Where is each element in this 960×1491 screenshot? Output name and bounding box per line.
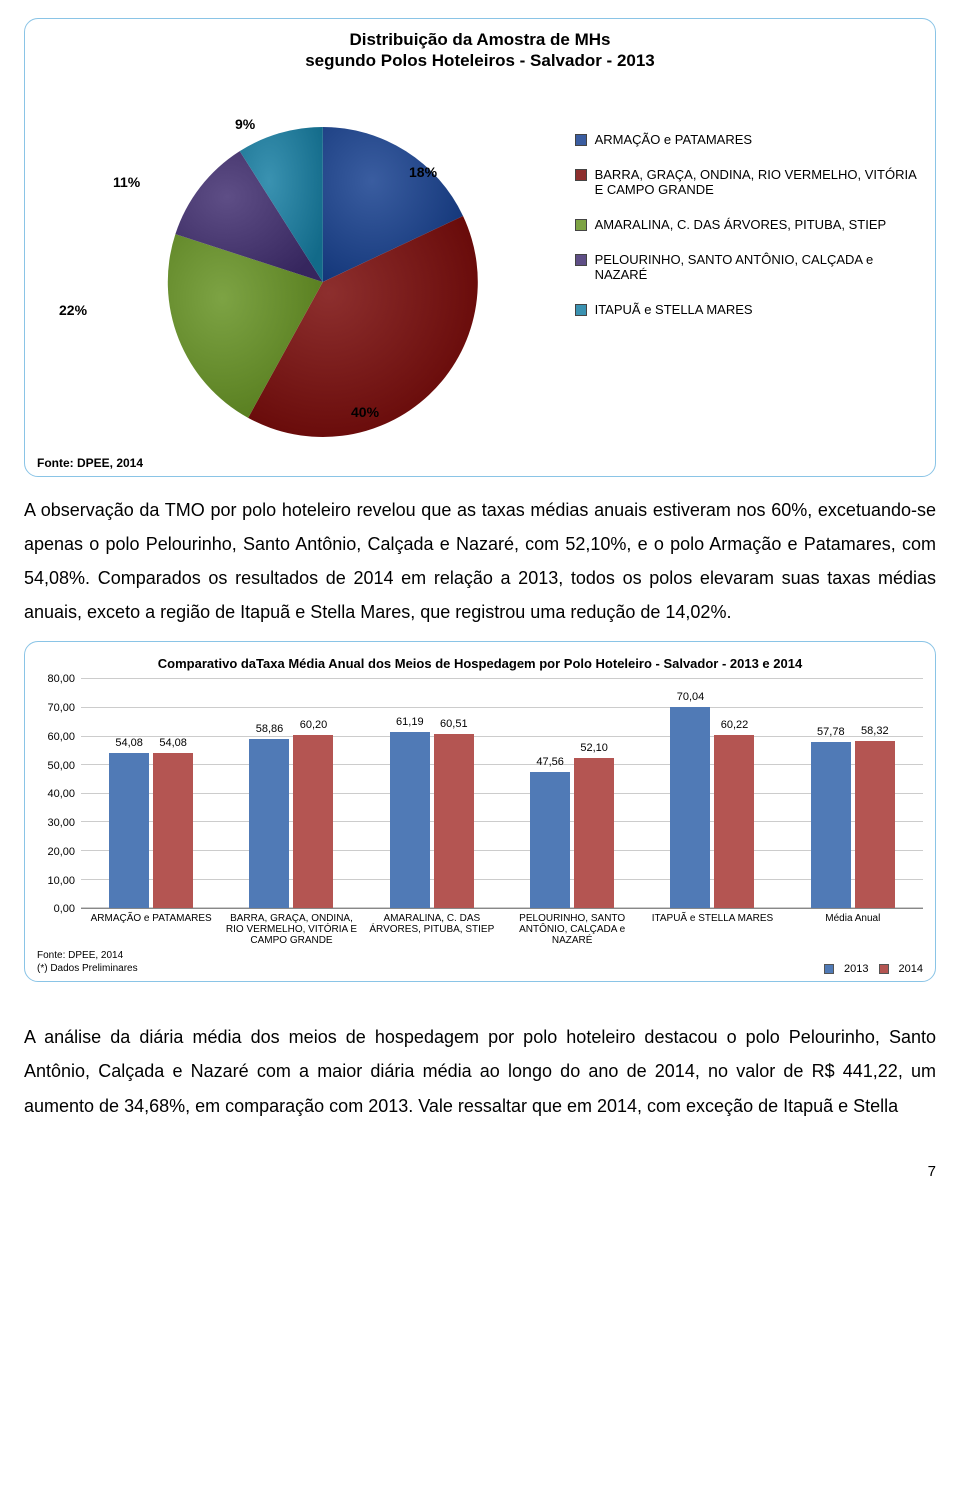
ytick-3: 30,00 [47, 817, 75, 829]
ytick-0: 0,00 [54, 903, 75, 915]
bar-value-label: 58,86 [249, 723, 289, 735]
bar-value-label: 60,22 [714, 719, 754, 731]
legend-label-2014: 2014 [899, 963, 923, 975]
pie-slice-label-0: 18% [409, 164, 437, 180]
ytick-2: 20,00 [47, 846, 75, 858]
legend-swatch-icon [575, 169, 587, 181]
pie-chart-title: Distribuição da Amostra de MHs segundo P… [37, 29, 923, 72]
bar-chart-yaxis: 0,0010,0020,0030,0040,0050,0060,0070,008… [37, 679, 81, 909]
bar-2014-2: 60,51 [434, 734, 474, 908]
pie-legend-item-2: AMARALINA, C. DAS ÁRVORES, PITUBA, STIEP [575, 217, 923, 232]
pie-chart-panel: Distribuição da Amostra de MHs segundo P… [24, 18, 936, 477]
bar-value-label: 70,04 [670, 691, 710, 703]
page-number: 7 [24, 1163, 936, 1180]
legend-label: ITAPUÃ e STELLA MARES [595, 302, 753, 317]
xlabel-2: AMARALINA, C. DAS ÁRVORES, PITUBA, STIEP [362, 909, 502, 946]
bar-2014-0: 54,08 [153, 753, 193, 908]
legend-swatch-icon [575, 219, 587, 231]
paragraph-1: A observação da TMO por polo hoteleiro r… [24, 493, 936, 630]
xlabel-4: ITAPUÃ e STELLA MARES [642, 909, 782, 946]
bar-2013-0: 54,08 [109, 753, 149, 908]
bar-2013-5: 57,78 [811, 742, 851, 908]
bar-2013-1: 58,86 [249, 739, 289, 908]
bar-value-label: 61,19 [390, 716, 430, 728]
legend-label: PELOURINHO, SANTO ANTÔNIO, CALÇADA e NAZ… [595, 252, 923, 282]
bar-2013-4: 70,04 [670, 707, 710, 908]
bar-value-label: 57,78 [811, 726, 851, 738]
bar-value-label: 60,20 [293, 719, 333, 731]
pie-legend-item-4: ITAPUÃ e STELLA MARES [575, 302, 923, 317]
legend-swatch-icon [575, 304, 587, 316]
bar-value-label: 47,56 [530, 756, 570, 768]
bar-group-1: 58,8660,20 [221, 679, 361, 908]
legend-label-2013: 2013 [844, 963, 868, 975]
pie-slice-label-1: 40% [351, 404, 379, 420]
legend-label: ARMAÇÃO e PATAMARES [595, 132, 752, 147]
legend-swatch-icon [879, 964, 889, 974]
bar-2014-1: 60,20 [293, 735, 333, 908]
ytick-1: 10,00 [47, 875, 75, 887]
xlabel-5: Média Anual [783, 909, 923, 946]
paragraph-2: A análise da diária média dos meios de h… [24, 1020, 936, 1123]
ytick-5: 50,00 [47, 760, 75, 772]
bar-value-label: 58,32 [855, 725, 895, 737]
bar-value-label: 60,51 [434, 718, 474, 730]
bar-chart-area: 0,0010,0020,0030,0040,0050,0060,0070,008… [37, 679, 923, 909]
bar-chart-plot: 54,0854,0858,8660,2061,1960,5147,5652,10… [81, 679, 923, 909]
bar-src-line1: Fonte: DPEE, 2014 [37, 950, 123, 961]
bar-src-line2: (*) Dados Preliminares [37, 963, 138, 974]
ytick-7: 70,00 [47, 702, 75, 714]
bar-group-2: 61,1960,51 [362, 679, 502, 908]
pie-title-line2: segundo Polos Hoteleiros - Salvador - 20… [305, 51, 655, 70]
pie-legend-item-0: ARMAÇÃO e PATAMARES [575, 132, 923, 147]
legend-label: BARRA, GRAÇA, ONDINA, RIO VERMELHO, VITÓ… [595, 167, 923, 197]
pie-slice-label-4: 9% [235, 116, 255, 132]
pie-chart-source: Fonte: DPEE, 2014 [37, 456, 923, 470]
bar-chart-panel: Comparativo daTaxa Média Anual dos Meios… [24, 641, 936, 982]
xlabel-3: PELOURINHO, SANTO ANTÔNIO, CALÇADA e NAZ… [502, 909, 642, 946]
pie-slice-label-3: 11% [113, 174, 140, 190]
legend-swatch-icon [824, 964, 834, 974]
bar-group-4: 70,0460,22 [642, 679, 782, 908]
bar-value-label: 54,08 [153, 737, 193, 749]
legend-label: AMARALINA, C. DAS ÁRVORES, PITUBA, STIEP [595, 217, 887, 232]
bar-value-label: 52,10 [574, 742, 614, 754]
xlabel-1: BARRA, GRAÇA, ONDINA, RIO VERMELHO, VITÓ… [221, 909, 361, 946]
bar-2014-4: 60,22 [714, 735, 754, 908]
bar-group-5: 57,7858,32 [783, 679, 923, 908]
legend-swatch-icon [575, 254, 587, 266]
pie-legend-item-1: BARRA, GRAÇA, ONDINA, RIO VERMELHO, VITÓ… [575, 167, 923, 197]
bar-2013-3: 47,56 [530, 772, 570, 909]
bar-group-3: 47,5652,10 [502, 679, 642, 908]
bar-value-label: 54,08 [109, 737, 149, 749]
ytick-8: 80,00 [47, 673, 75, 685]
bar-chart-title: Comparativo daTaxa Média Anual dos Meios… [37, 656, 923, 671]
pie-slice-label-2: 22% [59, 302, 87, 318]
bar-group-0: 54,0854,08 [81, 679, 221, 908]
bar-chart-source: Fonte: DPEE, 2014 (*) Dados Preliminares [37, 950, 138, 975]
legend-swatch-icon [575, 134, 587, 146]
pie-legend-item-3: PELOURINHO, SANTO ANTÔNIO, CALÇADA e NAZ… [575, 252, 923, 282]
ytick-4: 40,00 [47, 788, 75, 800]
ytick-6: 60,00 [47, 731, 75, 743]
pie-chart-area: 18% 40% 22% 11% 9% [37, 72, 569, 452]
xlabel-0: ARMAÇÃO e PATAMARES [81, 909, 221, 946]
bar-2014-3: 52,10 [574, 758, 614, 908]
bar-chart-legend: 2013 2014 [824, 963, 923, 975]
pie-title-line1: Distribuição da Amostra de MHs [349, 30, 610, 49]
bar-2013-2: 61,19 [390, 732, 430, 908]
pie-chart-legend: ARMAÇÃO e PATAMARES BARRA, GRAÇA, ONDINA,… [575, 72, 923, 452]
bar-2014-5: 58,32 [855, 741, 895, 909]
bar-chart-xaxis: ARMAÇÃO e PATAMARESBARRA, GRAÇA, ONDINA,… [81, 909, 923, 946]
